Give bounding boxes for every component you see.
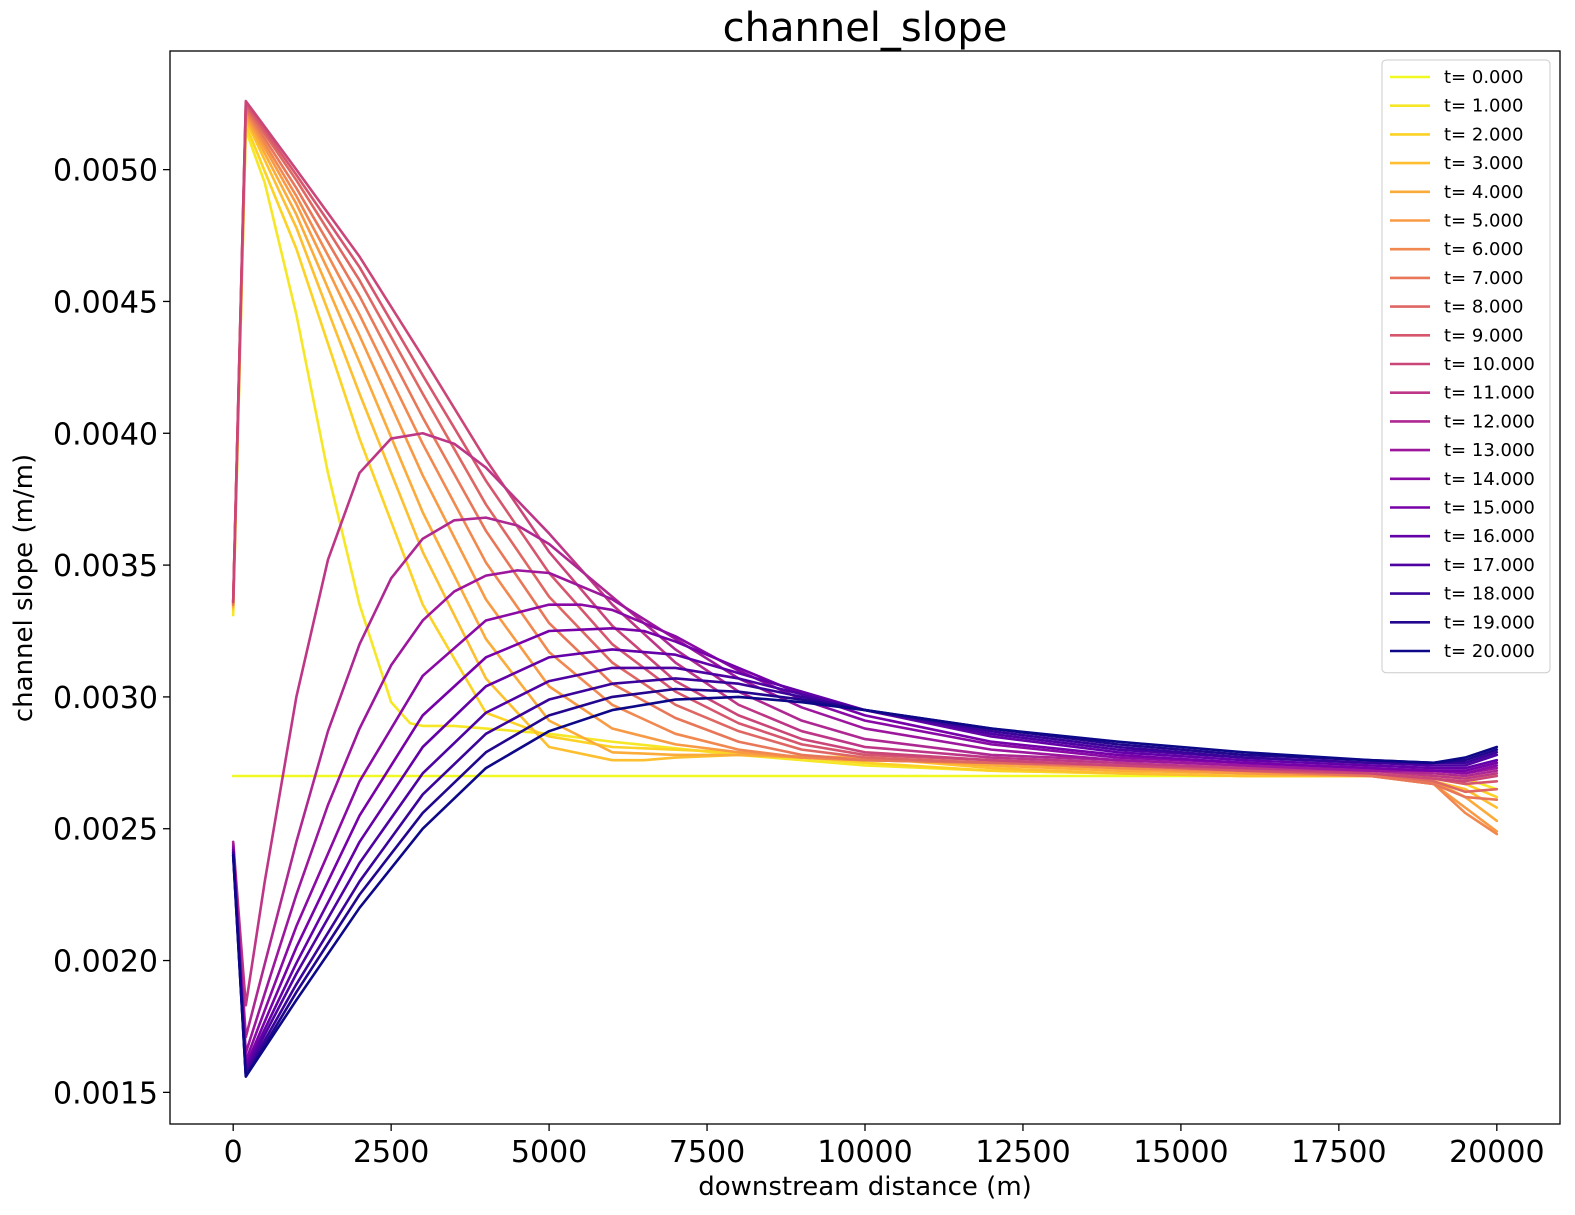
legend-label: t= 8.000: [1444, 297, 1523, 318]
series-line-11: [231, 431, 1499, 1007]
y-tick-label: 0.0045: [53, 285, 158, 320]
legend-label: t= 15.000: [1444, 498, 1535, 519]
y-tick-label: 0.0020: [53, 945, 158, 980]
legend-label: t= 6.000: [1444, 239, 1523, 260]
y-tick-label: 0.0035: [53, 549, 158, 584]
legend-label: t= 19.000: [1444, 612, 1535, 633]
y-axis: 0.0015 0.0020 0.0025 0.0030 0.0035 0.0040 0.00…: [53, 154, 170, 1111]
legend: t= 0.000 t= 1.000 t= 2.000 t= 3.000 t= 4.000…: [1381, 59, 1551, 674]
x-tick-label: 2500: [353, 1135, 429, 1170]
legend-label: t= 3.000: [1444, 153, 1523, 174]
legend-label: t= 16.000: [1444, 526, 1535, 547]
series-line-20: [231, 695, 1499, 1078]
legend-label: t= 18.000: [1444, 584, 1535, 605]
x-tick-label: 7500: [669, 1135, 745, 1170]
x-axis-label: downstream distance (m): [698, 1172, 1032, 1202]
x-tick-label: 20000: [1449, 1135, 1544, 1170]
y-tick-label: 0.0030: [53, 681, 158, 716]
y-axis-label: channel slope (m/m): [9, 454, 39, 722]
y-tick-label: 0.0040: [53, 417, 158, 452]
y-tick-label: 0.0050: [53, 154, 158, 189]
x-tick-label: 5000: [511, 1135, 587, 1170]
legend-label: t= 10.000: [1444, 354, 1535, 375]
x-tick-label: 10000: [817, 1135, 912, 1170]
legend-label: t= 1.000: [1444, 96, 1523, 117]
series-line-10: [231, 99, 1499, 783]
legend-label: t= 17.000: [1444, 555, 1535, 576]
legend-label: t= 12.000: [1444, 411, 1535, 432]
legend-label: t= 0.000: [1444, 67, 1523, 88]
series-line-7: [231, 107, 1499, 802]
chart-title: channel_slope: [723, 5, 1008, 51]
x-tick-label: 15000: [1133, 1135, 1228, 1170]
legend-label: t= 11.000: [1444, 383, 1535, 404]
series-line-15: [231, 627, 1499, 1068]
x-tick-label: 12500: [975, 1135, 1070, 1170]
legend-label: t= 9.000: [1444, 325, 1523, 346]
series-line-18: [231, 677, 1499, 1076]
series-layer: [231, 99, 1499, 1078]
y-tick-label: 0.0025: [53, 813, 158, 848]
legend-box: [1381, 59, 1551, 674]
legend-label: t= 13.000: [1444, 440, 1535, 461]
series-line-16: [231, 648, 1499, 1070]
legend-label: t= 20.000: [1444, 641, 1535, 662]
x-tick-label: 17500: [1291, 1135, 1386, 1170]
legend-label: t= 2.000: [1444, 124, 1523, 145]
x-tick-label: 0: [224, 1135, 243, 1170]
series-line-13: [231, 569, 1499, 1055]
legend-label: t= 7.000: [1444, 268, 1523, 289]
x-axis: 0 2500 5000 7500 10000 12500 15000 17500 20000: [224, 1124, 1545, 1170]
legend-label: t= 5.000: [1444, 211, 1523, 232]
y-tick-label: 0.0015: [53, 1076, 158, 1111]
legend-label: t= 14.000: [1444, 469, 1535, 490]
legend-label: t= 4.000: [1444, 182, 1523, 203]
